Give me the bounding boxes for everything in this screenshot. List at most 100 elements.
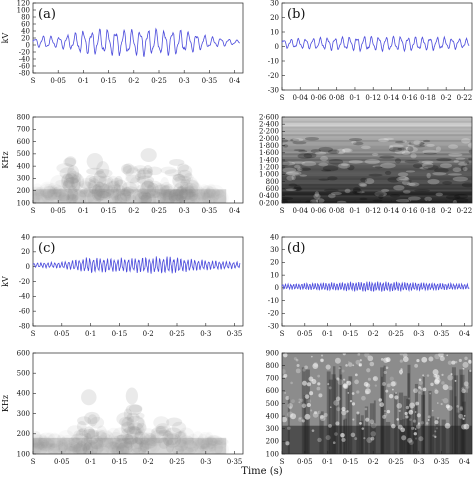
- y-tick-label: 10: [270, 28, 279, 36]
- y-tick-label: 600: [17, 138, 30, 146]
- x-tick-label: 0·05: [297, 330, 313, 338]
- y-tick-label: 60: [21, 20, 30, 28]
- y-tick-label: 100: [17, 6, 30, 14]
- y-tick-label: 20: [21, 34, 30, 42]
- y-tick-label: 1·200: [259, 163, 279, 171]
- spectrogram: [33, 117, 243, 203]
- x-tick-label: 0·25: [151, 77, 167, 85]
- x-tick-label: 0·35: [202, 77, 218, 85]
- x-tick-label: 0·08: [329, 94, 345, 102]
- y-tick-label: 40: [21, 27, 30, 35]
- panel-frame: [32, 236, 244, 327]
- panel-frame: [281, 236, 473, 327]
- y-tick-label: 1·800: [259, 142, 279, 150]
- x-tick-label: 0·4: [229, 77, 241, 85]
- spectrogram: [282, 117, 472, 203]
- y-tick-label: 0: [275, 284, 279, 292]
- panel-7: 100 200 300 400 500 600 700 800 900 S 0·05 0·1 0·15 0…: [266, 349, 473, 466]
- x-tick-label: 0·35: [434, 330, 450, 338]
- y-tick-label: 500: [17, 150, 30, 158]
- x-tick-label: S: [31, 458, 36, 466]
- y-tick-label: 0: [275, 43, 279, 51]
- y-tick-label: 2·600: [259, 113, 279, 121]
- x-tick-label: 0·05: [50, 207, 66, 215]
- y-tick-label: -20: [19, 48, 30, 56]
- y-tick-label: 300: [17, 410, 30, 418]
- y-tick-label: 400: [17, 162, 30, 170]
- x-tick-label: 0·3: [179, 77, 190, 85]
- x-tick-label: 0·35: [434, 458, 450, 466]
- x-tick-label: 0·1: [322, 330, 333, 338]
- x-tick-label: 0·35: [227, 458, 243, 466]
- x-tick-label: 0·18: [420, 207, 436, 215]
- y-tick-label: 30: [270, 246, 279, 254]
- x-tick-label: 0·22: [457, 207, 473, 215]
- y-tick-label: 30: [270, 0, 279, 7]
- x-tick-label: 0·04: [292, 207, 308, 215]
- x-tick-label: 0·3: [413, 458, 424, 466]
- x-tick-label: 0·05: [297, 458, 313, 466]
- y-tick-label: 2·000: [259, 135, 279, 143]
- x-tick-label: 0·15: [112, 458, 128, 466]
- x-tick-label: S: [280, 458, 285, 466]
- x-tick-label: 0·1: [85, 330, 96, 338]
- x-tick-label: 0·14: [384, 207, 400, 215]
- x-tick-label: 0·05: [54, 458, 70, 466]
- y-tick-label: 40: [21, 233, 30, 241]
- x-tick-label: 0·12: [365, 207, 381, 215]
- y-tick-label: 0·400: [259, 192, 279, 200]
- x-tick-label: 0·2: [128, 207, 139, 215]
- y-tick-label: 800: [266, 178, 279, 186]
- x-tick-label: 0·06: [311, 94, 327, 102]
- panel-label: (c): [38, 241, 55, 256]
- y-tick-label: 0: [26, 263, 30, 271]
- y-tick-label: -40: [19, 55, 30, 63]
- x-tick-label: 0·16: [402, 207, 418, 215]
- y-tick-label: -20: [268, 72, 279, 80]
- y-tick-label: -30: [268, 322, 279, 330]
- y-tick-label: 500: [17, 370, 30, 378]
- y-tick-label: 200: [17, 187, 30, 195]
- x-tick-label: 0·3: [413, 330, 424, 338]
- y-axis-label: KHz: [1, 395, 10, 412]
- waveform-series: [32, 27, 241, 57]
- x-tick-label: 0·15: [112, 330, 128, 338]
- y-tick-label: 300: [17, 175, 30, 183]
- y-tick-label: 700: [17, 126, 30, 134]
- y-tick-label: -10: [268, 57, 279, 65]
- x-tick-label: 0·15: [101, 77, 117, 85]
- y-tick-label: 900: [266, 349, 279, 357]
- x-tick-label: 0·3: [179, 207, 190, 215]
- x-tick-label: 0·1: [349, 207, 360, 215]
- x-tick-label: 0·4: [229, 207, 241, 215]
- waveform-series: [32, 256, 241, 274]
- y-axis-label: kV: [1, 32, 10, 43]
- x-tick-label: 0·25: [388, 330, 404, 338]
- x-tick-label: 0·15: [101, 207, 117, 215]
- x-tick-label: 0·2: [368, 330, 379, 338]
- x-tick-label: 0·16: [402, 94, 418, 102]
- x-tick-label: S: [31, 330, 36, 338]
- y-tick-label: -10: [268, 297, 279, 305]
- x-tick-label: 0·25: [169, 458, 185, 466]
- x-tick-label: S: [31, 77, 36, 85]
- x-tick-label: 0·2: [143, 458, 154, 466]
- panel-2: 100 200 300 400 500 600 700 800 S 0·05 0·1 0·15 0·2 0…: [1, 113, 244, 215]
- x-tick-label: 0·25: [388, 458, 404, 466]
- x-tick-label: S: [31, 207, 36, 215]
- x-tick-label: 0·3: [200, 330, 211, 338]
- y-tick-label: 0·200: [259, 199, 279, 207]
- y-tick-label: 300: [266, 425, 279, 433]
- x-tick-label: 0·08: [329, 207, 345, 215]
- y-tick-label: 120: [17, 0, 30, 7]
- panel-label: (d): [287, 241, 305, 256]
- spectrogram: [33, 353, 243, 454]
- x-tick-label: 0·05: [50, 77, 66, 85]
- y-tick-label: 2·200: [259, 128, 279, 136]
- x-tick-label: 0·25: [151, 207, 167, 215]
- y-tick-label: -80: [19, 69, 30, 77]
- x-tick-label: 0·12: [365, 94, 381, 102]
- y-tick-label: 600: [17, 349, 30, 357]
- y-tick-label: 800: [266, 362, 279, 370]
